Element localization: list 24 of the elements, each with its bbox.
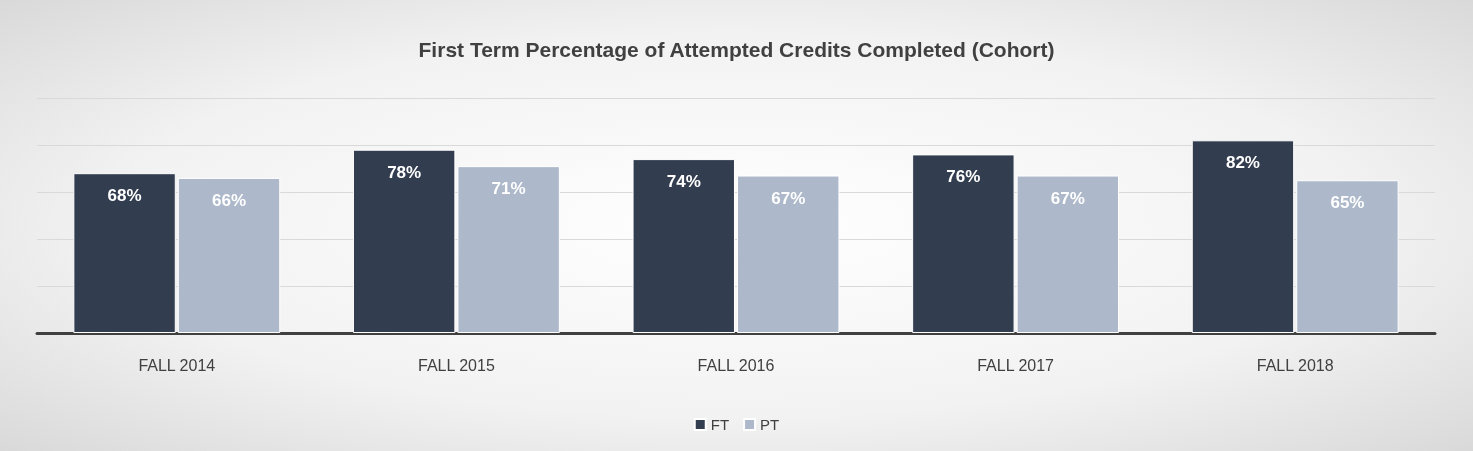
bar [632, 159, 735, 333]
x-tick-label: FALL 2015 [417, 356, 495, 374]
data-label: 67% [771, 188, 806, 208]
x-tick-label: FALL 2017 [977, 356, 1055, 374]
data-label: 74% [666, 172, 701, 192]
bar [737, 175, 840, 333]
data-label: 67% [1050, 188, 1085, 208]
data-label: 66% [212, 190, 247, 210]
bar [1191, 140, 1295, 333]
chart-title: First Term Percentage of Attempted Credits Completed (Cohort) [418, 38, 1055, 61]
bar [1296, 180, 1399, 333]
data-label: 82% [1225, 153, 1260, 173]
x-tick-label: FALL 2018 [1256, 356, 1334, 374]
x-tick-label: FALL 2014 [138, 356, 216, 374]
bar [73, 173, 176, 333]
data-label: 68% [107, 186, 142, 206]
data-label: 78% [387, 162, 422, 182]
data-label: 76% [946, 167, 981, 187]
x-tick-label: FALL 2016 [697, 356, 775, 374]
legend-label: FT [710, 416, 730, 433]
data-label: 71% [491, 179, 526, 199]
data-label: 65% [1330, 193, 1365, 213]
bar [177, 177, 281, 333]
legend-label: PT [760, 416, 780, 433]
